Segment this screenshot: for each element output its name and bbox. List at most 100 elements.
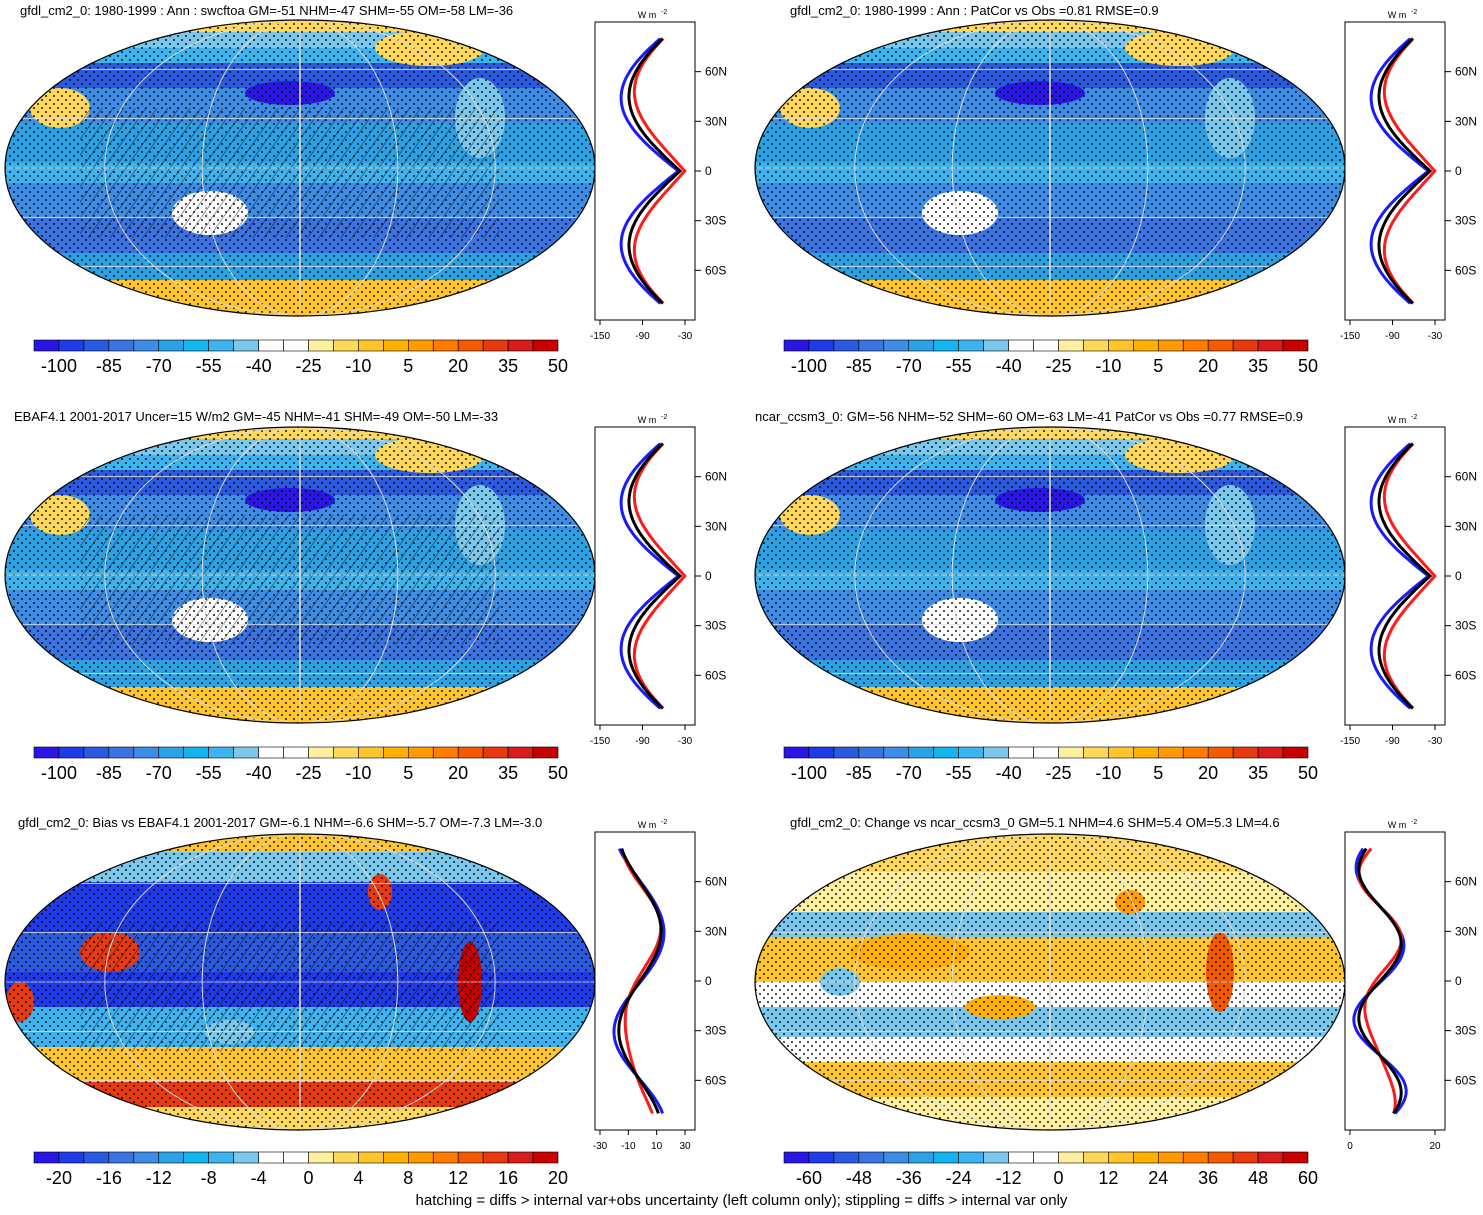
colorbar-tick-label: -55 <box>946 356 972 376</box>
colorbar-cell <box>58 1151 85 1164</box>
colorbar-cell <box>133 1151 160 1164</box>
graticule-lon <box>1049 20 1051 316</box>
colorbar-cell <box>908 1151 935 1164</box>
colorbar-cell <box>1008 339 1034 352</box>
colorbar-cell <box>1133 1151 1159 1164</box>
graticule-lon <box>201 427 399 723</box>
profile-xtick-label: -150 <box>1340 736 1360 747</box>
colorbar-cell <box>258 1151 284 1164</box>
colorbar-tick-label: -10 <box>1095 356 1121 376</box>
panel-title: ncar_ccsm3_0: GM=-56 NHM=-52 SHM=-60 OM=… <box>755 409 1304 424</box>
colorbar-cell <box>532 746 559 759</box>
colorbar-tick-label: 5 <box>1153 356 1163 376</box>
graticule-lon <box>854 20 1246 316</box>
profile-xtick-label: -30 <box>1428 331 1443 342</box>
profile-xtick-label: -10 <box>621 1141 636 1152</box>
colorbar-cell <box>183 339 209 352</box>
world-map <box>4 833 596 1131</box>
colorbar-cell <box>983 339 1009 352</box>
profile-unit-exponent: -2 <box>661 9 667 16</box>
colorbar-cell <box>333 1151 359 1164</box>
colorbar-cell <box>258 746 284 759</box>
hatching <box>80 515 500 645</box>
colorbar-cell <box>83 1151 110 1164</box>
colorbar-tick-label: 20 <box>1198 763 1218 783</box>
profile-ytick-label: 60S <box>1455 263 1476 277</box>
colorbar-cell <box>858 746 885 759</box>
colorbar-cell <box>358 1151 384 1164</box>
colorbar-cell <box>158 339 185 352</box>
profile-unit-label: W m <box>638 415 657 425</box>
profile-ytick-label: 30N <box>705 519 727 533</box>
colorbar-cell <box>1083 339 1109 352</box>
colorbar-tick-label: -85 <box>96 763 122 783</box>
colorbar-cell <box>83 339 110 352</box>
colorbar: -60 -48 -36 -24 -12 0 12 24 36 48 60 <box>783 1151 1318 1188</box>
colorbar-tick-label: -25 <box>1045 763 1071 783</box>
colorbar-cell <box>532 339 559 352</box>
footer-note: hatching = diffs > internal var+obs unce… <box>415 1192 1068 1209</box>
colorbar-cell <box>833 746 860 759</box>
panel-3: EBAF4.1 2001-2017 Uncer=15 W/m2 GM=-45 N… <box>0 405 740 810</box>
colorbar-tick-label: 36 <box>1198 1168 1218 1188</box>
profile-unit-exponent: -2 <box>1411 819 1417 826</box>
colorbar-tick-label: -24 <box>946 1168 972 1188</box>
colorbar: -100 -85 -70 -55 -40 -25 -10 5 20 35 50 <box>783 746 1318 783</box>
colorbar-cell <box>383 1151 409 1164</box>
profile-ytick-label: 0 <box>1455 569 1462 583</box>
profile-line-black <box>1357 847 1403 1115</box>
colorbar-cell <box>1157 339 1184 352</box>
colorbar-cell <box>1108 746 1134 759</box>
colorbar-tick-label: -25 <box>295 356 321 376</box>
profile-line-black <box>627 37 683 305</box>
profile-ytick-label: 60S <box>1455 1073 1476 1087</box>
colorbar-cell <box>808 1151 835 1164</box>
profile-ytick-label: 30S <box>1455 214 1476 228</box>
colorbar-cell <box>1108 339 1134 352</box>
colorbar-cell <box>308 746 334 759</box>
profile-xtick-label: -90 <box>635 736 650 747</box>
colorbar-cell <box>958 339 984 352</box>
colorbar-tick-label: -55 <box>196 356 222 376</box>
colorbar-tick-label: 60 <box>1298 1168 1318 1188</box>
profile-unit-exponent: -2 <box>661 414 667 421</box>
graticule-lon <box>104 20 496 316</box>
colorbar-tick-label: -85 <box>96 356 122 376</box>
world-map <box>754 833 1346 1131</box>
profile-unit-exponent: -2 <box>1411 9 1417 16</box>
colorbar-cell <box>1058 1151 1084 1164</box>
profile-line-black <box>1377 442 1433 710</box>
profile-ytick-label: 30N <box>1455 924 1477 938</box>
colorbar-tick-label: 20 <box>1198 356 1218 376</box>
colorbar-cell <box>457 339 484 352</box>
colorbar-tick-label: -25 <box>295 763 321 783</box>
colorbar-cell <box>482 1151 509 1164</box>
colorbar-tick-label: 50 <box>548 356 568 376</box>
profile-ytick-label: 60N <box>705 65 727 79</box>
profile-ytick-label: 0 <box>705 569 712 583</box>
colorbar-cell <box>1282 1151 1309 1164</box>
colorbar-cell <box>158 1151 185 1164</box>
graticule-lon <box>1049 834 1051 1130</box>
colorbar-cell <box>783 746 810 759</box>
profile-ytick-label: 60N <box>1455 470 1477 484</box>
colorbar-tick-label: 35 <box>1248 356 1268 376</box>
colorbar-cell <box>1058 746 1084 759</box>
profile-xtick-label: -150 <box>590 331 610 342</box>
colorbar-cell <box>1207 1151 1234 1164</box>
graticule-lon <box>104 427 496 723</box>
profile-ytick-label: 60N <box>705 470 727 484</box>
colorbar-cell <box>1058 339 1084 352</box>
colorbar-tick-label: 50 <box>548 763 568 783</box>
colorbar-cell <box>808 746 835 759</box>
colorbar-cell <box>783 339 810 352</box>
graticule-lon <box>201 20 399 316</box>
colorbar-cell <box>358 339 384 352</box>
colorbar-cell <box>457 1151 484 1164</box>
colorbar-tick-label: -25 <box>1045 356 1071 376</box>
colorbar-cell <box>407 1151 434 1164</box>
map-field <box>755 20 1345 316</box>
profile-ytick-label: 0 <box>705 164 712 178</box>
graticule-lon <box>951 427 1149 723</box>
profile-unit-label: W m <box>1388 415 1407 425</box>
